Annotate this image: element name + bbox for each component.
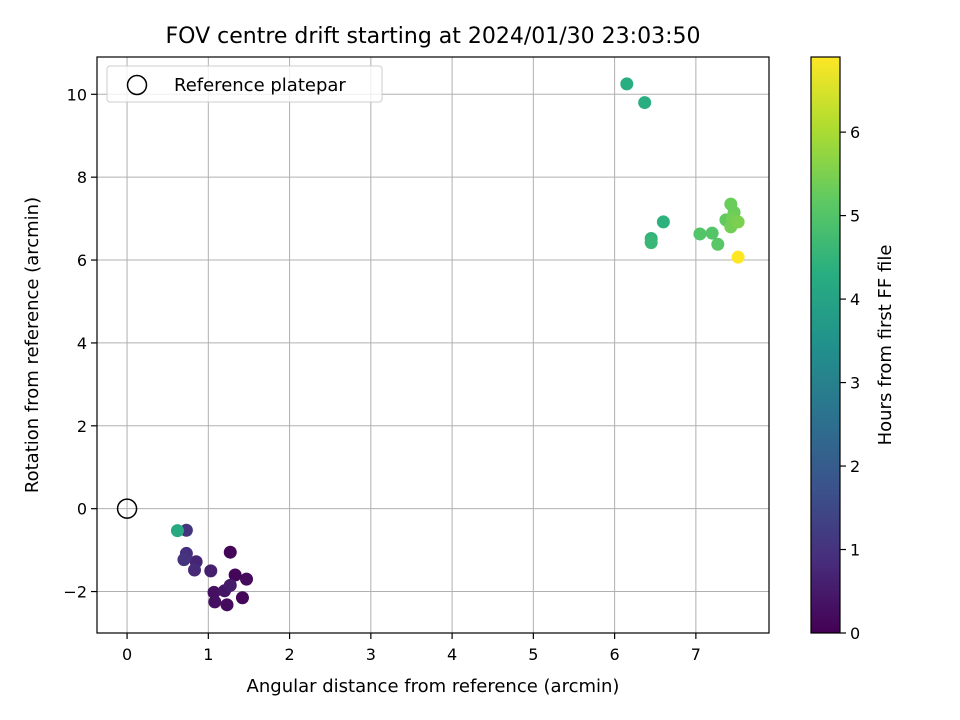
data-points [170,77,745,612]
legend: Reference platepar [106,65,383,103]
x-tick-label: 0 [122,645,132,664]
x-tick-label: 6 [610,645,620,664]
data-point [207,585,221,599]
y-tick-label: 6 [77,251,87,270]
data-point [731,215,745,229]
colorbar-tick-label: 0 [850,624,860,643]
colorbar-label: Hours from first FF file [875,245,896,446]
colorbar-tick-label: 3 [850,374,860,393]
chart-title: FOV centre drift starting at 2024/01/30 … [166,24,701,49]
y-tick-label: 10 [67,85,87,104]
reference-platepar-marker [116,498,138,519]
data-point [220,598,234,612]
colorbar-tick-label: 6 [850,123,860,142]
y-tick-label: −2 [63,583,87,602]
x-axis-ticks: 0 1 2 3 4 5 6 7 [122,633,701,664]
x-tick-label: 7 [691,645,701,664]
colorbar-tick-label: 5 [850,207,860,226]
reference-marker-layer [116,498,138,519]
colorbar-tick-label: 4 [850,290,860,309]
y-tick-label: 0 [77,500,87,519]
colorbar-tick-label: 1 [850,541,860,560]
legend-reference-marker [126,74,148,96]
data-point [620,77,634,91]
data-point [638,96,652,110]
data-point [731,250,745,264]
data-point [177,553,191,567]
y-tick-label: 4 [77,334,87,353]
x-tick-label: 1 [203,645,213,664]
legend-entry-reference: Reference platepar [174,75,346,96]
data-point [223,545,237,559]
legend-box [106,65,383,103]
data-point [204,564,218,578]
colorbar-tick-label: 2 [850,457,860,476]
data-point [235,591,249,605]
data-point [170,524,184,538]
y-axis-label: Rotation from reference (arcmin) [22,197,43,493]
colorbar-ticks: 0 1 2 3 4 5 6 [840,123,860,643]
data-point [208,595,222,609]
data-point [240,572,254,586]
plot-frame [96,56,770,634]
data-point [644,236,658,250]
x-tick-label: 5 [528,645,538,664]
y-axis-ticks: −2 0 2 4 6 8 10 [63,85,97,602]
data-point [711,237,725,251]
colorbar-gradient [810,56,841,634]
colorbar: 0 1 2 3 4 5 6 Hours from first FF file [810,56,896,643]
data-point [656,215,670,229]
y-tick-label: 2 [77,417,87,436]
data-point [693,227,707,241]
x-tick-label: 2 [284,645,294,664]
x-tick-label: 3 [366,645,376,664]
grid-lines [97,57,769,633]
data-point [188,563,202,577]
data-point [705,226,719,240]
data-point [223,578,237,592]
data-point [228,568,242,582]
x-axis-label: Angular distance from reference (arcmin) [247,676,620,697]
x-tick-label: 4 [447,645,457,664]
y-tick-label: 8 [77,168,87,187]
